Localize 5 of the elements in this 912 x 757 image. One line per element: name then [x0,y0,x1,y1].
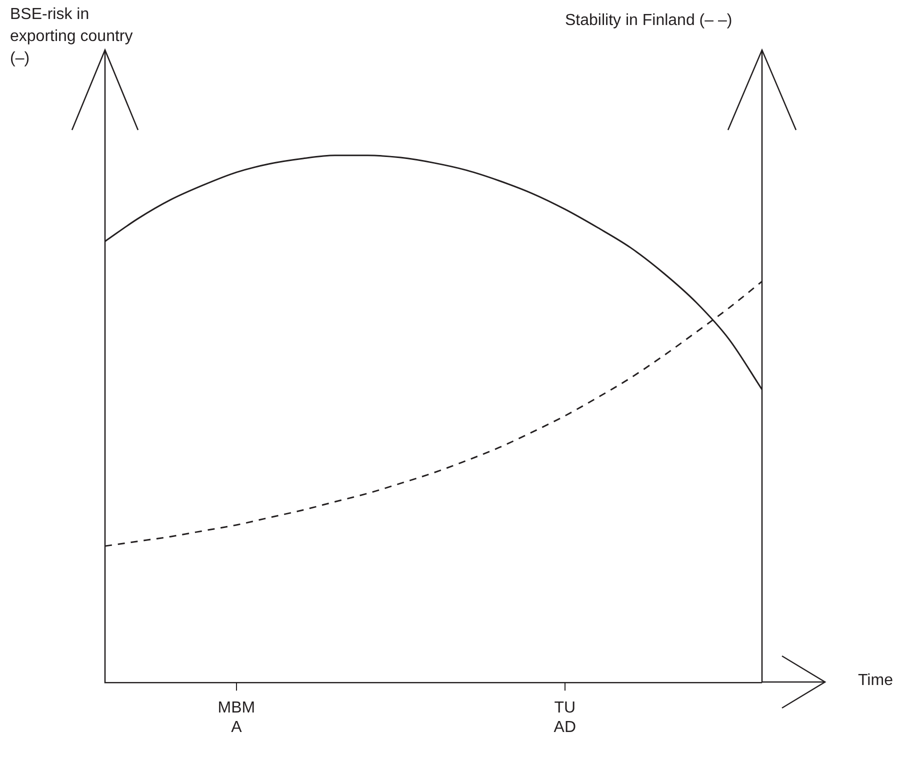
text: Time [858,672,893,690]
x-tick-label: MBM A [218,700,256,736]
text: BSE-risk in exporting country (–) [10,5,134,69]
x-tick-label: TU AD [554,700,576,736]
text: Stability in Finland (– –) [565,12,732,30]
